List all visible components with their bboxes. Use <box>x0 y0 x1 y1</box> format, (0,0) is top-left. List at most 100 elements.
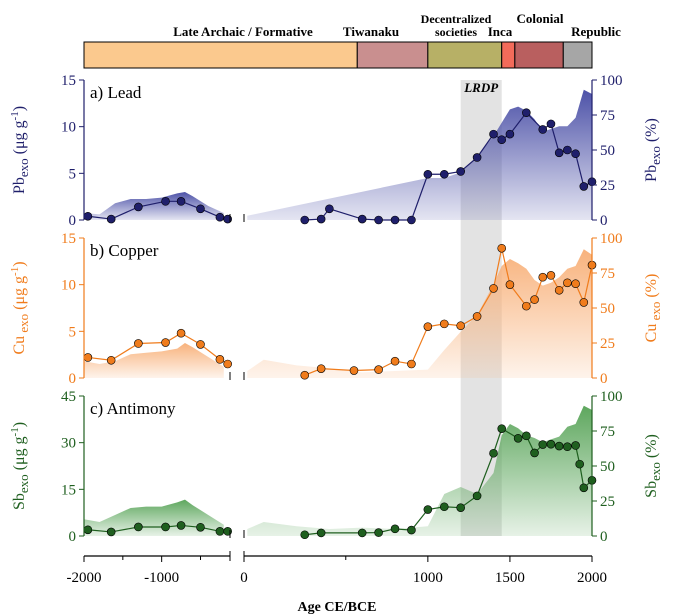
data-point <box>300 215 310 225</box>
data-point <box>530 448 539 458</box>
data-point <box>546 271 556 280</box>
data-point <box>571 279 580 289</box>
y-axis-title-left: Sbexo (μg g-1) <box>9 422 31 510</box>
y-tick-label-left: 15 <box>61 73 76 89</box>
data-point <box>215 527 225 536</box>
y-axis-title-right: Cu exo (%) <box>643 274 663 343</box>
data-point <box>423 505 433 514</box>
x-tick-label: 0 <box>240 570 248 586</box>
percent-area-right <box>247 89 592 220</box>
data-point <box>579 182 589 191</box>
x-tick-label: 1500 <box>495 570 525 586</box>
data-point <box>300 530 310 540</box>
data-point <box>575 459 584 469</box>
data-point <box>439 169 449 179</box>
y-tick-label-right: 50 <box>600 143 615 159</box>
data-point <box>530 295 539 304</box>
data-point <box>223 359 232 369</box>
x-tick-label: -1000 <box>144 570 179 586</box>
y-tick-label-left: 30 <box>61 436 76 452</box>
y-tick-label-left: 5 <box>69 166 77 182</box>
y-tick-label-right: 75 <box>600 266 615 282</box>
data-point <box>538 440 548 449</box>
data-point <box>325 204 334 214</box>
concentration-line-right <box>304 111 593 221</box>
y-axis-title-left: Cu exo (μg g-1) <box>9 261 31 354</box>
data-point <box>374 365 383 374</box>
data-point <box>563 145 572 155</box>
period-segment-4 <box>514 41 564 69</box>
data-point <box>134 339 143 348</box>
panel-label: b) Copper <box>90 241 159 260</box>
data-point <box>215 212 225 222</box>
data-point <box>546 439 556 449</box>
x-axis-label: Age CE/BCE <box>298 600 377 615</box>
y-tick-label-right: 50 <box>600 301 615 317</box>
y-tick-label-right: 75 <box>600 424 615 440</box>
data-point <box>489 284 498 293</box>
y-axis-title-right: Sbexo (%) <box>643 434 663 498</box>
data-point <box>83 211 93 221</box>
x-axis: -2000 -1000 0 1000 1500 2000 <box>67 551 607 586</box>
y-tick-label-right: 25 <box>600 178 615 194</box>
x-tick-label: 1000 <box>413 570 443 586</box>
y-tick-label-left: 10 <box>61 278 76 294</box>
data-point <box>439 502 449 512</box>
y-tick-label-left: 5 <box>69 324 77 340</box>
y-tick-label-right: 0 <box>600 213 608 229</box>
data-point <box>176 328 186 338</box>
data-point <box>106 355 116 365</box>
data-point <box>571 149 580 159</box>
y-tick-label-left: 10 <box>61 120 76 136</box>
data-point <box>579 298 589 307</box>
data-point <box>390 215 400 225</box>
data-point <box>83 353 93 362</box>
panel-label: a) Lead <box>90 83 142 102</box>
data-point <box>196 204 205 214</box>
data-point <box>83 525 93 535</box>
data-point <box>316 364 326 373</box>
period-label-decentralized-line2: societies <box>435 25 477 39</box>
data-point <box>522 431 531 441</box>
y-tick-label-left: 45 <box>61 389 76 405</box>
data-point <box>407 215 416 225</box>
period-label-3: Inca <box>488 24 513 39</box>
data-point <box>489 129 498 139</box>
data-point <box>106 527 116 537</box>
data-point <box>546 119 556 129</box>
data-point <box>497 135 507 145</box>
y-axis-title-right: Pbexo (%) <box>643 118 663 182</box>
y-tick-label-right: 50 <box>600 459 615 475</box>
data-point <box>161 522 170 532</box>
data-point <box>196 522 205 532</box>
data-point <box>538 272 548 282</box>
period-segment-2 <box>427 41 503 69</box>
data-point <box>472 153 482 162</box>
data-point <box>390 524 400 534</box>
period-segment-1 <box>356 41 429 69</box>
percent-area-left <box>84 499 224 536</box>
period-label-1: Tiwanaku <box>343 24 399 39</box>
y-tick-label-right: 75 <box>600 108 615 124</box>
data-point <box>316 528 326 538</box>
data-point <box>407 359 416 369</box>
data-point <box>357 214 367 224</box>
data-point <box>439 319 449 329</box>
percent-area-left <box>84 192 224 220</box>
data-point <box>407 525 416 535</box>
data-point <box>196 340 205 349</box>
y-tick-label-left: 0 <box>69 529 77 545</box>
y-tick-label-right: 100 <box>600 73 623 89</box>
data-point <box>176 521 186 530</box>
period-label-decentralized-line1: Decentralized <box>421 12 492 26</box>
data-point <box>505 129 515 139</box>
data-point <box>513 434 523 443</box>
y-tick-label-right: 0 <box>600 371 608 387</box>
data-point <box>489 448 498 458</box>
data-point <box>161 338 170 347</box>
data-point <box>134 202 143 212</box>
data-point <box>300 370 310 380</box>
data-point <box>176 197 186 206</box>
period-label-5: Republic <box>571 24 621 39</box>
